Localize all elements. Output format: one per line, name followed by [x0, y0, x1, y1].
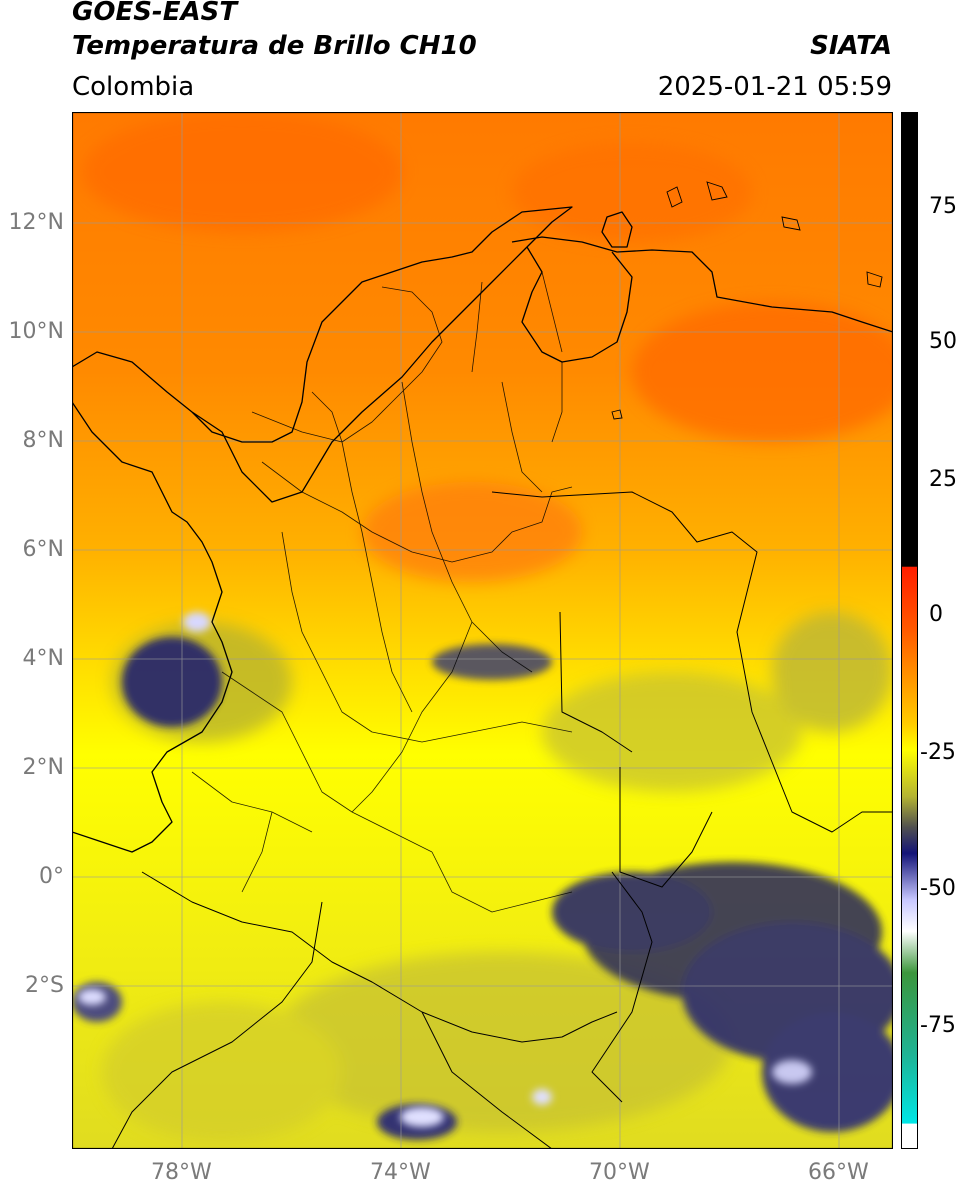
lon-tick-78w: 78°W — [151, 1160, 212, 1185]
datetime-label: 2025-01-21 05:59 — [657, 72, 892, 102]
islands — [611, 181, 883, 420]
lat-tick-10n: 10°N — [8, 319, 64, 344]
region-label: Colombia — [72, 72, 195, 102]
warm-zones — [82, 112, 893, 582]
graticule — [72, 112, 893, 1149]
lat-tick-8n: 8°N — [22, 428, 64, 453]
satellite-title: GOES-EAST — [72, 0, 238, 27]
colorbar-tick-0: 0 — [929, 602, 943, 627]
map-frame — [72, 112, 893, 1149]
lat-tick-2n: 2°N — [22, 755, 64, 780]
product-title: Temperatura de Brillo CH10 — [72, 31, 477, 61]
lon-tick-70w: 70°W — [589, 1160, 650, 1185]
colorbar-tick-75: 75 — [929, 194, 957, 219]
department-borders — [191, 271, 573, 913]
lat-tick-6n: 6°N — [22, 537, 64, 562]
country-borders — [111, 491, 893, 1149]
colorbar-tick-25: 25 — [929, 467, 957, 492]
lat-tick-12n: 12°N — [8, 210, 64, 235]
colorbar — [901, 112, 918, 1149]
coldest-cloud-tops — [78, 612, 812, 1127]
lon-tick-66w: 66°W — [808, 1160, 869, 1185]
lat-tick-0: 0° — [39, 864, 64, 889]
colorbar-tick-neg75: -75 — [920, 1013, 956, 1038]
lon-tick-74w: 74°W — [370, 1160, 431, 1185]
colorbar-tick-neg25: -25 — [920, 740, 956, 765]
colorbar-tick-neg50: -50 — [920, 876, 956, 901]
lat-tick-2s: 2°S — [25, 973, 64, 998]
brightness-temperature-map — [72, 112, 893, 1149]
cold-cloud-tops — [72, 637, 893, 1140]
agency-label: SIATA — [810, 31, 892, 61]
lat-tick-4n: 4°N — [22, 646, 64, 671]
colorbar-tick-50: 50 — [929, 329, 957, 354]
